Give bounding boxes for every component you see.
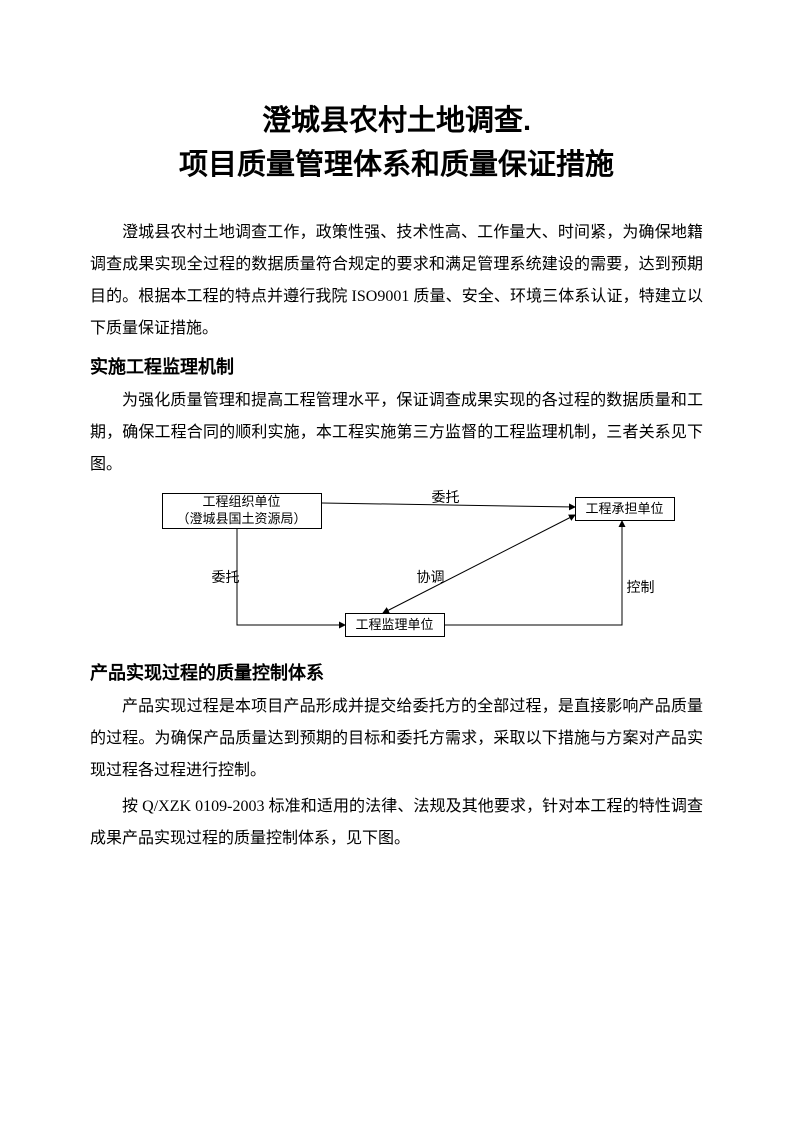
diagram-edge-label: 委托 — [432, 487, 460, 507]
diagram-node-supervisor: 工程监理单位 — [345, 613, 445, 637]
diagram-node-label: （澄城县国土资源局） — [176, 511, 306, 528]
diagram-node-org: 工程组织单位（澄城县国土资源局） — [162, 493, 322, 529]
title-line-1: 澄城县农村土地调查. — [90, 100, 703, 144]
title-line-2: 项目质量管理体系和质量保证措施 — [90, 144, 703, 188]
diagram-edge — [383, 515, 575, 613]
diagram-node-label: 工程承担单位 — [585, 501, 663, 518]
section1-heading: 实施工程监理机制 — [90, 349, 703, 385]
supervision-diagram: 委托委托协调控制工程组织单位（澄城县国土资源局）工程承担单位工程监理单位 — [117, 487, 677, 647]
diagram-node-label: 工程组织单位 — [202, 494, 280, 511]
section2-heading: 产品实现过程的质量控制体系 — [90, 655, 703, 691]
diagram-node-label: 工程监理单位 — [355, 617, 433, 634]
diagram-edge-label: 委托 — [212, 567, 240, 587]
diagram-edge-label: 控制 — [627, 577, 655, 597]
section2-paragraph-1: 产品实现过程是本项目产品形成并提交给委托方的全部过程，是直接影响产品质量的过程。… — [90, 691, 703, 787]
diagram-edge-label: 协调 — [417, 567, 445, 587]
diagram-node-contractor: 工程承担单位 — [575, 497, 675, 521]
intro-paragraph: 澄城县农村土地调查工作，政策性强、技术性高、工作量大、时间紧，为确保地籍调查成果… — [90, 217, 703, 345]
section2-paragraph-2: 按 Q/XZK 0109-2003 标准和适用的法律、法规及其他要求，针对本工程… — [90, 791, 703, 855]
diagram-edge — [237, 529, 345, 625]
section1-paragraph: 为强化质量管理和提高工程管理水平，保证调查成果实现的各过程的数据质量和工期，确保… — [90, 385, 703, 481]
